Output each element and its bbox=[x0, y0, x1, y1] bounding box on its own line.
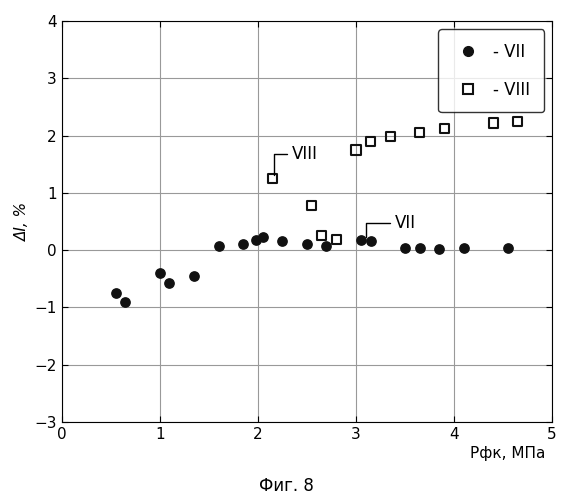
Point bbox=[111, 289, 120, 297]
Point bbox=[258, 234, 267, 241]
Point bbox=[440, 124, 449, 132]
Point bbox=[302, 240, 311, 248]
Point bbox=[278, 238, 287, 246]
Point bbox=[366, 138, 375, 145]
Point bbox=[251, 236, 260, 244]
Point bbox=[189, 272, 198, 280]
Text: Фиг. 8: Фиг. 8 bbox=[259, 477, 313, 495]
Point bbox=[332, 236, 341, 244]
Y-axis label: ΔI, %: ΔI, % bbox=[15, 202, 30, 241]
Point bbox=[459, 244, 468, 252]
Point bbox=[415, 244, 424, 252]
Point bbox=[317, 232, 326, 240]
Point bbox=[435, 245, 444, 253]
Point bbox=[165, 280, 174, 287]
Point bbox=[268, 174, 277, 182]
Point bbox=[155, 269, 164, 277]
Text: VII: VII bbox=[366, 214, 416, 237]
Point bbox=[415, 128, 424, 136]
Point bbox=[366, 238, 375, 246]
Point bbox=[121, 298, 130, 306]
Point bbox=[214, 242, 223, 250]
Point bbox=[488, 119, 498, 127]
Point bbox=[386, 132, 395, 140]
Point bbox=[351, 146, 360, 154]
Point bbox=[239, 240, 248, 248]
Legend: - VII, - VIII: - VII, - VIII bbox=[438, 30, 544, 112]
Point bbox=[400, 244, 410, 252]
X-axis label: Pфк, МПа: Pфк, МПа bbox=[470, 446, 546, 461]
Point bbox=[356, 236, 366, 244]
Point bbox=[307, 202, 316, 209]
Point bbox=[322, 242, 331, 250]
Point bbox=[513, 117, 522, 125]
Point bbox=[503, 244, 513, 252]
Text: VIII: VIII bbox=[275, 145, 318, 174]
